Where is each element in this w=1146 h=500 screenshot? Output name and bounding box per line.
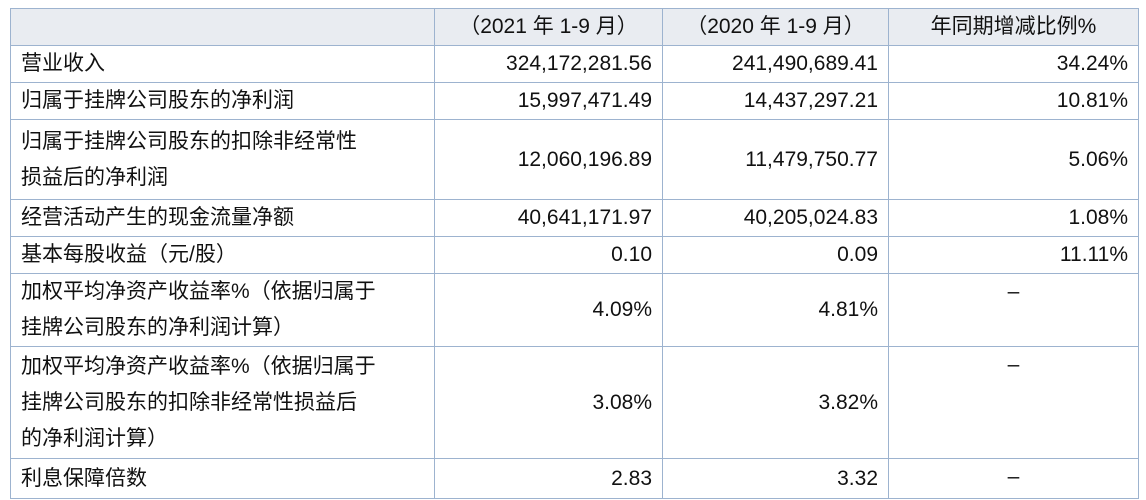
value-cell: 15,997,471.49 — [434, 82, 663, 120]
value-cell: 3.32 — [662, 458, 889, 499]
header-cell — [10, 8, 435, 46]
empty-marker: – — [888, 346, 1139, 459]
value-cell: 241,490,689.41 — [662, 45, 889, 83]
label-line: 损益后的净利润 — [21, 165, 168, 189]
row-label: 加权平均净资产收益率%（依据归属于 挂牌公司股东的净利润计算） — [10, 273, 435, 347]
row-label: 加权平均净资产收益率%（依据归属于 挂牌公司股东的扣除非经常性损益后 的净利润计算） — [10, 346, 435, 459]
label-line: 加权平均净资产收益率%（依据归属于 — [21, 354, 376, 378]
value-cell: 40,205,024.83 — [662, 199, 889, 237]
label-line: 归属于挂牌公司股东的扣除非经常性 — [21, 129, 357, 153]
value-cell: 12,060,196.89 — [434, 119, 663, 200]
row-label: 归属于挂牌公司股东的扣除非经常性 损益后的净利润 — [10, 119, 435, 200]
value-cell: 11.11% — [888, 236, 1139, 274]
value-cell: 2.83 — [434, 458, 663, 499]
value-cell: 10.81% — [888, 82, 1139, 120]
value-cell: 34.24% — [888, 45, 1139, 83]
label-line: 加权平均净资产收益率%（依据归属于 — [21, 280, 376, 303]
financial-table: （2021 年 1-9 月） （2020 年 1-9 月） 年同期增减比例% 营业收… — [10, 8, 1139, 499]
row-label: 归属于挂牌公司股东的净利润 — [10, 82, 435, 120]
value-cell: 324,172,281.56 — [434, 45, 663, 83]
table-row: 归属于挂牌公司股东的净利润 15,997,471.49 14,437,297.21 1… — [10, 82, 1139, 120]
value-cell: 1.08% — [888, 199, 1139, 237]
empty-marker: – — [888, 458, 1139, 499]
table-row: 基本每股收益（元/股） 0.10 0.09 11.11% — [10, 236, 1139, 274]
row-label: 营业收入 — [10, 45, 435, 83]
label-line: 挂牌公司股东的净利润计算） — [21, 316, 294, 339]
label-line: 基本每股收益（元/股） — [21, 243, 237, 266]
row-label: 基本每股收益（元/股） — [10, 236, 435, 274]
table-row: 加权平均净资产收益率%（依据归属于 挂牌公司股东的净利润计算） 4.09% 4.81%… — [10, 273, 1139, 347]
label-line: 利息保障倍数 — [21, 466, 147, 490]
value-cell: 40,641,171.97 — [434, 199, 663, 237]
value-cell: 5.06% — [888, 119, 1139, 200]
value-cell: 3.82% — [662, 346, 889, 459]
header-cell: （2021 年 1-9 月） — [434, 8, 663, 46]
empty-marker: – — [888, 273, 1139, 347]
header-cell: 年同期增减比例% — [888, 8, 1139, 46]
value-cell: 0.10 — [434, 236, 663, 274]
row-label: 利息保障倍数 — [10, 458, 435, 499]
value-cell: 14,437,297.21 — [662, 82, 889, 120]
label-line: 营业收入 — [21, 52, 105, 75]
label-line: 归属于挂牌公司股东的净利润 — [21, 89, 294, 112]
value-cell: 11,479,750.77 — [662, 119, 889, 200]
label-line: 的净利润计算） — [21, 426, 168, 450]
table-row: 加权平均净资产收益率%（依据归属于 挂牌公司股东的扣除非经常性损益后 的净利润计算）… — [10, 346, 1139, 459]
value-cell: 4.81% — [662, 273, 889, 347]
table-row: 营业收入 324,172,281.56 241,490,689.41 34.24% — [10, 45, 1139, 83]
table-row: 归属于挂牌公司股东的扣除非经常性 损益后的净利润 12,060,196.89 11,4… — [10, 119, 1139, 200]
value-cell: 0.09 — [662, 236, 889, 274]
label-line: 经营活动产生的现金流量净额 — [21, 206, 294, 229]
row-label: 经营活动产生的现金流量净额 — [10, 199, 435, 237]
value-cell: 3.08% — [434, 346, 663, 459]
header-row: （2021 年 1-9 月） （2020 年 1-9 月） 年同期增减比例% — [10, 8, 1139, 46]
label-line: 挂牌公司股东的扣除非经常性损益后 — [21, 390, 357, 414]
header-cell: （2020 年 1-9 月） — [662, 8, 889, 46]
table-row: 利息保障倍数 2.83 3.32– — [10, 458, 1139, 499]
table-row: 经营活动产生的现金流量净额 40,641,171.97 40,205,024.83 1… — [10, 199, 1139, 237]
value-cell: 4.09% — [434, 273, 663, 347]
table-body: 营业收入 324,172,281.56 241,490,689.41 34.24% 归属… — [10, 45, 1139, 499]
